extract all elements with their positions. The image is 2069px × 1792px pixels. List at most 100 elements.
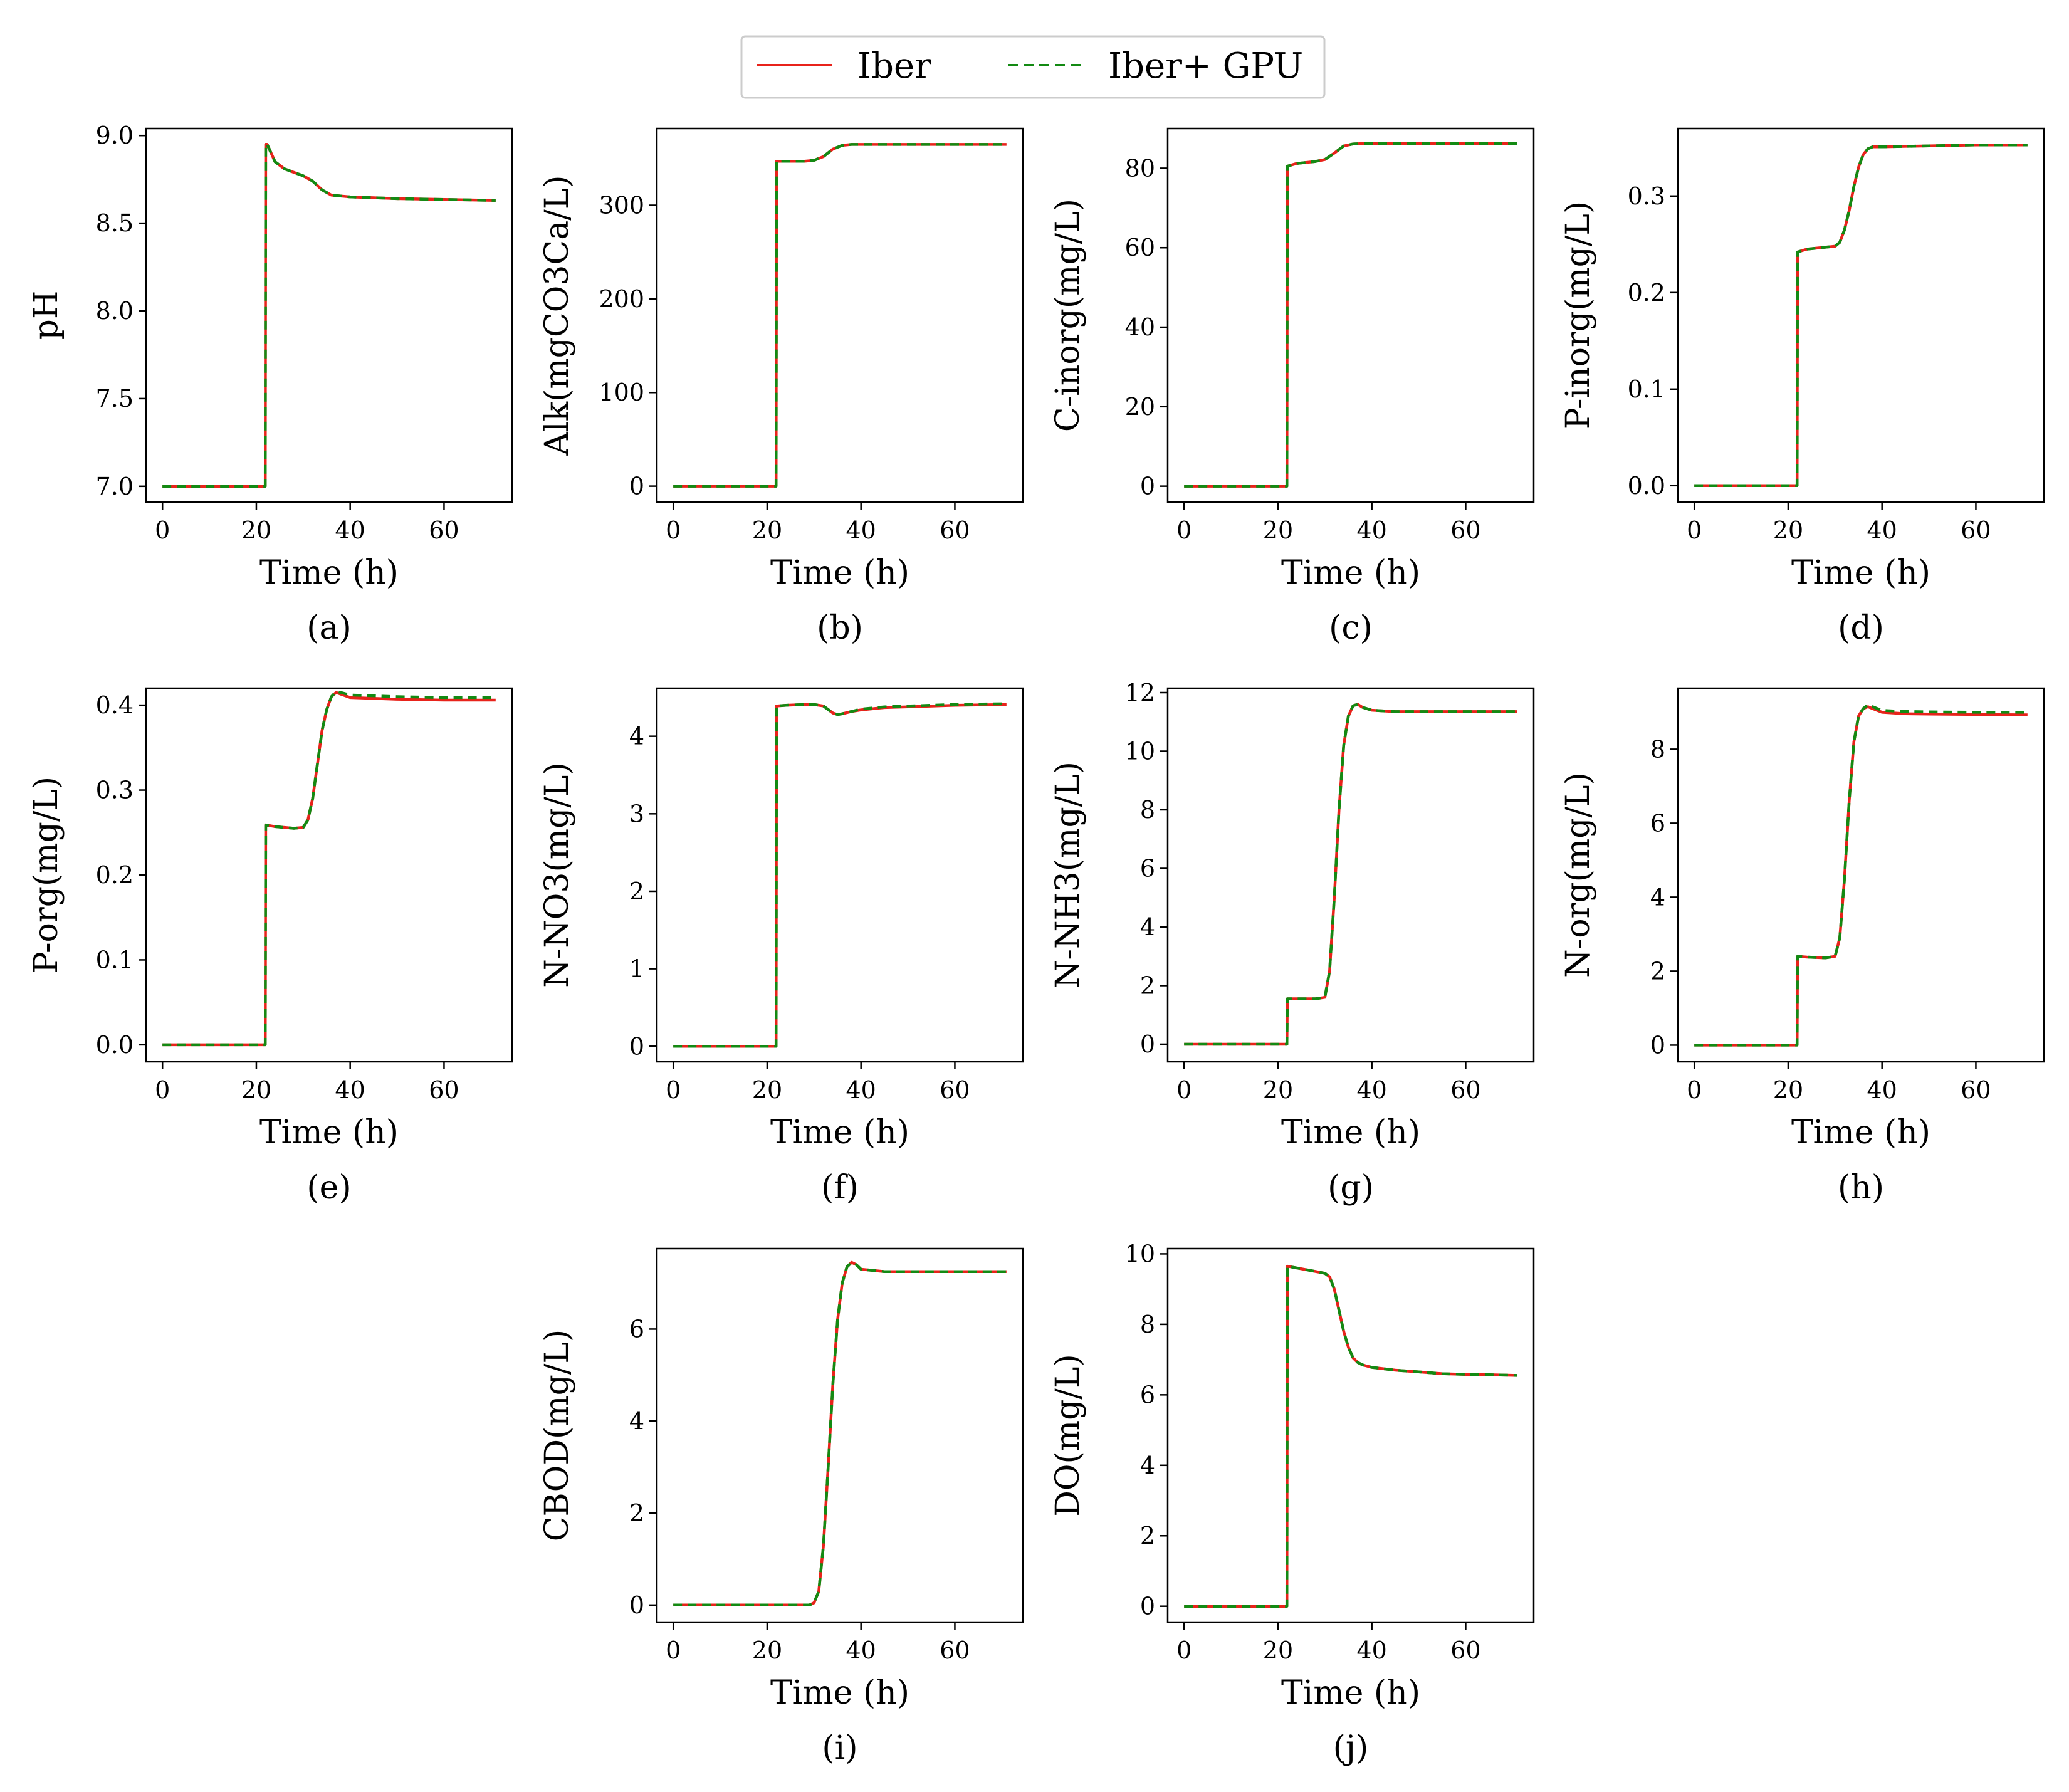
y-tick-label: 4: [1140, 913, 1155, 941]
x-tick-label: 60: [940, 1637, 970, 1664]
x-tick-label: 60: [429, 1076, 459, 1104]
x-tick-label: 40: [1867, 516, 1897, 544]
y-tick-label: 0: [1140, 473, 1155, 500]
y-tick-label: 2: [629, 1499, 644, 1527]
y-tick-label: 2: [1140, 972, 1155, 999]
axes-frame: [1166, 127, 1535, 503]
x-tick-label: 60: [1450, 516, 1480, 544]
x-tick-label: 20: [1263, 1076, 1293, 1104]
legend: Iber Iber+ GPU: [740, 35, 1326, 99]
y-tick-label: 6: [1140, 854, 1155, 882]
y-tick-label: 2: [1140, 1522, 1155, 1549]
y-tick-label: 8: [1140, 1311, 1155, 1338]
x-tick-label: 20: [752, 1637, 782, 1664]
x-tick-label: 60: [1450, 1637, 1480, 1664]
y-axis-label: N-org(mg/L): [1559, 772, 1597, 978]
y-tick-label: 8.5: [96, 209, 134, 237]
panel-c: 0 20 40 60 0 20 40 60 80 Time (h) C-inorg(mg/L) (c): [1049, 127, 1535, 647]
x-tick-label: 60: [1961, 516, 1991, 544]
x-tick-label: 0: [1687, 516, 1702, 544]
x-tick-label: 0: [1176, 1637, 1192, 1664]
series-iber-gpu-line: [1184, 142, 1517, 488]
y-tick-label: 8: [1650, 735, 1665, 763]
x-axis-label: Time (h): [1791, 554, 1930, 592]
y-tick-label: 100: [599, 379, 644, 406]
axes-frame: [656, 1247, 1024, 1623]
panel-label: (c): [1329, 609, 1373, 647]
y-axis-label: pH: [28, 291, 65, 340]
series-iber-line: [673, 1260, 1007, 1607]
x-tick-label: 20: [752, 516, 782, 544]
panel-a: 0 20 40 60 7.0 7.5 8.0 8.5 9.0 Time (h) pH (a): [28, 122, 513, 647]
x-tick-label: 0: [155, 1076, 170, 1104]
series-iber-gpu-line: [1694, 143, 2028, 488]
axes-frame: [145, 687, 513, 1063]
x-tick-label: 40: [335, 1076, 365, 1104]
x-tick-label: 0: [1176, 1076, 1192, 1104]
y-tick-label: 7.0: [96, 473, 134, 500]
x-tick-label: 40: [335, 516, 365, 544]
x-tick-label: 20: [752, 1076, 782, 1104]
y-tick-label: 0.2: [1628, 279, 1665, 307]
x-axis-label: Time (h): [259, 554, 399, 592]
y-tick-label: 0.1: [1628, 375, 1665, 403]
panel-label: (b): [817, 609, 863, 647]
x-axis-label: Time (h): [1791, 1114, 1930, 1151]
y-tick-label: 200: [599, 285, 644, 313]
axes-frame: [1677, 687, 2045, 1063]
panel-label: (g): [1328, 1169, 1374, 1207]
series-iber-line: [162, 691, 496, 1047]
legend-frame: [740, 35, 1326, 99]
y-tick-label: 10: [1125, 1240, 1155, 1267]
y-tick-label: 0: [629, 1591, 644, 1619]
axes-frame: [656, 127, 1024, 503]
panel-label: (h): [1838, 1169, 1884, 1207]
y-tick-label: 4: [1140, 1452, 1155, 1479]
y-axis-label: DO(mg/L): [1049, 1354, 1087, 1517]
panel-label: (d): [1838, 609, 1884, 647]
y-tick-label: 0: [1140, 1030, 1155, 1058]
y-tick-label: 3: [629, 800, 644, 827]
legend-label-iber: Iber: [857, 46, 931, 86]
x-tick-label: 20: [1263, 1637, 1293, 1664]
x-tick-label: 40: [1357, 1637, 1387, 1664]
y-tick-label: 8: [1140, 796, 1155, 824]
y-tick-label: 0.2: [96, 861, 134, 889]
y-tick-label: 0.4: [96, 691, 134, 719]
x-tick-label: 0: [666, 1076, 681, 1104]
x-axis-label: Time (h): [770, 1114, 909, 1151]
series-iber-gpu-line: [1184, 703, 1517, 1046]
series-iber-line: [673, 703, 1007, 1048]
x-tick-label: 20: [241, 516, 271, 544]
y-axis-label: N-NO3(mg/L): [538, 762, 576, 988]
x-tick-label: 60: [429, 516, 459, 544]
x-tick-label: 60: [1961, 1076, 1991, 1104]
y-tick-label: 20: [1125, 393, 1155, 421]
y-axis-label: Alk(mgCO3Ca/L): [538, 175, 576, 456]
x-tick-label: 40: [846, 1637, 876, 1664]
series-iber-line: [1694, 143, 2028, 488]
x-tick-label: 40: [846, 1076, 876, 1104]
axes-frame: [1166, 1247, 1535, 1623]
y-tick-label: 80: [1125, 154, 1155, 182]
panel-label: (a): [306, 609, 352, 647]
panel-i: 0 20 40 60 0 2 4 6 Time (h) CBOD(mg/L) (i): [538, 1247, 1024, 1767]
panel-e: 0 20 40 60 0.0 0.1 0.2 0.3 0.4 Time (h) P-org(mg/L…: [28, 687, 513, 1207]
panel-f: 0 20 40 60 0 1 2 3 4 Time (h) N-NO3(mg/L) (f): [538, 687, 1024, 1207]
x-tick-label: 20: [1773, 1076, 1803, 1104]
series-iber-gpu-line: [673, 143, 1007, 488]
panel-label: (i): [822, 1729, 857, 1767]
y-tick-label: 0.3: [96, 777, 134, 804]
y-tick-label: 300: [599, 191, 644, 219]
x-tick-label: 60: [940, 516, 970, 544]
y-axis-label: CBOD(mg/L): [538, 1329, 576, 1542]
x-axis-label: Time (h): [1281, 1114, 1420, 1151]
x-tick-label: 0: [666, 1637, 681, 1664]
series-iber-gpu-line: [162, 142, 496, 488]
y-tick-label: 12: [1125, 679, 1155, 706]
x-tick-label: 20: [1773, 516, 1803, 544]
x-axis-label: Time (h): [770, 1674, 909, 1712]
panel-label: (j): [1333, 1729, 1369, 1767]
axes-frame: [145, 127, 513, 503]
